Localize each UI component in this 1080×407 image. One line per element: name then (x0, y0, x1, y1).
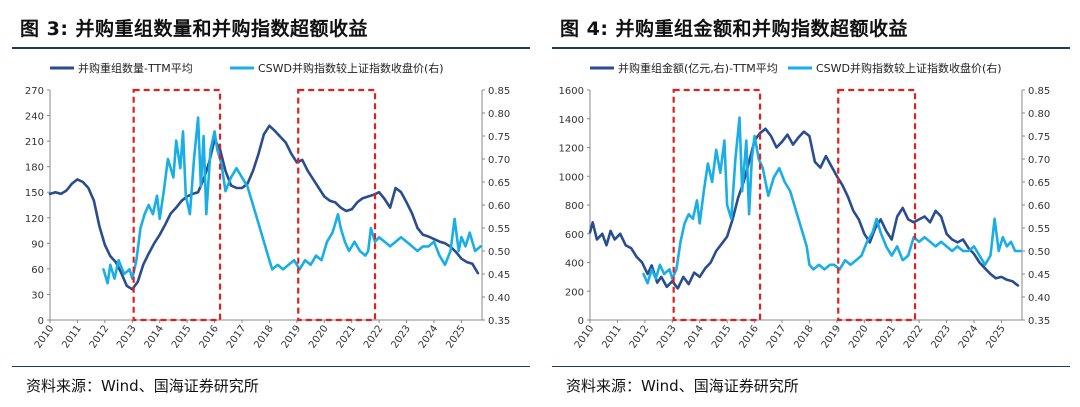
figure-4-x-tick-label: 2011 (600, 323, 624, 350)
figure-4-y-right-tick-label: 0.75 (1028, 132, 1050, 143)
figure-4-y-right-tick-label: 0.85 (1028, 86, 1050, 97)
figure-3-x-tick-label: 2023 (389, 323, 413, 350)
figure-3-x-tick-label: 2011 (60, 323, 84, 350)
figure-4-x-tick-label: 2018 (792, 323, 816, 350)
figure-3-y-right-tick-label: 0.45 (488, 270, 510, 281)
figure-4-y-right-tick-label: 0.60 (1028, 201, 1050, 212)
figure-4-highlight-box-0 (672, 88, 762, 322)
figure-3-x-tick-label: 2010 (33, 323, 57, 350)
figure-4-source: 资料来源：Wind、国海证券研究所 (566, 377, 799, 395)
figure-4-y-right-tick-label: 0.50 (1028, 247, 1050, 258)
figure-4-y-right-tick-label: 0.70 (1028, 155, 1050, 166)
figure-3-y-right-tick-label: 0.60 (488, 201, 510, 212)
figure-3-x-tick-label: 2024 (417, 323, 441, 350)
figure-3-legend: 并购重组数量-TTM平均 CSWD并购指数较上证指数收盘价(右) (50, 61, 444, 75)
figure-4-title: 图 4: 并购重组金额和并购指数超额收益 (560, 18, 909, 40)
figure-4-highlight-box-1 (837, 88, 917, 322)
figure-4-y-right-tick-label: 0.55 (1028, 224, 1050, 235)
figure-4-x-tick-label: 2013 (655, 323, 679, 350)
figure-4-x-tick-label: 2024 (957, 323, 981, 350)
figure-4-x-tick-label: 2023 (929, 323, 953, 350)
figure-3-y-right-tick-label: 0.55 (488, 224, 510, 235)
figure-3-y-left-tick-label: 210 (25, 137, 44, 148)
figure-3-source: 资料来源：Wind、国海证券研究所 (26, 377, 259, 395)
figure-4-y-left-tick-label: 0 (578, 316, 584, 327)
figure-3-x-tick-label: 2012 (88, 323, 112, 350)
figure-4-y-left-tick-label: 200 (565, 287, 584, 298)
figure-4-y-left-tick-label: 1000 (559, 172, 584, 183)
figure-4-x-tick-label: 2012 (628, 323, 652, 350)
figure-4-y-right-tick-label: 0.65 (1028, 178, 1050, 189)
figure-4-title-rule (552, 47, 1070, 49)
figure-3-chart: 并购重组数量-TTM平均 CSWD并购指数较上证指数收盘价(右) 0 30 60 90 12… (25, 61, 510, 351)
figure-4-legend-label-0: 并购重组金额(亿元,右)-TTM平均 (618, 61, 778, 75)
figure-3-y-right-tick-label: 0.80 (488, 109, 510, 120)
figure-4-x-tick-label: 2019 (820, 323, 844, 350)
figure-3-y-right-tick-label: 0.35 (488, 316, 510, 327)
figure-3-x-tick-label: 2020 (307, 323, 331, 350)
figure-3-y-left-tick-label: 150 (25, 188, 44, 199)
figure-4-x-tick-label: 2015 (710, 323, 734, 350)
figure-3-y-left-tick-label: 60 (31, 265, 44, 276)
figure-4-x-tick-label: 2025 (984, 323, 1008, 350)
figure-3-y-right-tick-label: 0.65 (488, 178, 510, 189)
figure-4-x-tick-label: 2017 (765, 323, 789, 350)
figure-3-y-left-tick-label: 90 (31, 239, 44, 250)
figure-4-legend: 并购重组金额(亿元,右)-TTM平均 CSWD并购指数较上证指数收盘价(右) (590, 61, 1002, 75)
figure-3-y-left-tick-label: 30 (31, 290, 44, 301)
figure-3-legend-label-0: 并购重组数量-TTM平均 (78, 61, 193, 75)
figure-3-y-right-tick-label: 0.75 (488, 132, 510, 143)
figure-3-x-tick-label: 2021 (335, 323, 359, 350)
figure-4-chart: 并购重组金额(亿元,右)-TTM平均 CSWD并购指数较上证指数收盘价(右)020… (559, 61, 1051, 351)
figure-3-y-left-tick-label: 120 (25, 214, 44, 225)
figure-4-y-left-tick-label: 800 (565, 201, 584, 212)
figure-3-title: 图 3: 并购重组数量和并购指数超额收益 (20, 18, 369, 40)
figure-4-x-tick-label: 2010 (573, 323, 597, 350)
figure-4-panel: 图 4: 并购重组金额和并购指数超额收益 并购重组金额(亿元,右)-TTM平均 C… (552, 0, 1072, 407)
figure-4-y-right-tick-label: 0.40 (1028, 293, 1050, 304)
figure-4-y-right-tick-label: 0.45 (1028, 270, 1050, 281)
figure-4-source-rule (552, 366, 1070, 367)
figure-3-x-tick-label: 2019 (280, 323, 304, 350)
figure-4-x-tick-label: 2022 (902, 323, 926, 350)
figure-3-y-right-tick-label: 0.85 (488, 86, 510, 97)
figure-3-x-tick-label: 2016 (197, 323, 221, 350)
figure-3-y-left-tick-label: 180 (25, 163, 44, 174)
figure-3-x-tick-label: 2017 (225, 323, 249, 350)
figure-3-y-right-tick-label: 0.40 (488, 293, 510, 304)
figure-3-highlight-box-1 (297, 88, 377, 322)
figure-3-x-tick-label: 2025 (444, 323, 468, 350)
figure-4-x-tick-label: 2021 (875, 323, 899, 350)
figure-3-title-rule (12, 47, 530, 49)
figure-3-x-tick-label: 2018 (252, 323, 276, 350)
figure-4-x-tick-label: 2020 (847, 323, 871, 350)
figure-3-legend-label-1: CSWD并购指数较上证指数收盘价(右) (258, 61, 444, 75)
figure-4-y-left-tick-label: 1600 (559, 86, 584, 97)
figure-3-y-left-tick-label: 270 (25, 86, 44, 97)
figure-3-y-right-tick-label: 0.70 (488, 155, 510, 166)
figure-4-x-tick-label: 2014 (683, 323, 707, 350)
figure-3-y-left-tick-label: 240 (25, 112, 44, 123)
figure-3-x-tick-label: 2014 (143, 323, 167, 350)
figure-4-y-right-tick-label: 0.35 (1028, 316, 1050, 327)
figure-4-series-line-0 (588, 127, 1020, 290)
figure-4-series-line-1 (642, 116, 1022, 285)
figure-4-y-left-tick-label: 1200 (559, 144, 584, 155)
figure-3-x-tick-label: 2015 (170, 323, 194, 350)
figure-3-source-rule (12, 366, 530, 367)
figure-3-x-tick-label: 2013 (115, 323, 139, 350)
figure-4-y-left-tick-label: 600 (565, 230, 584, 241)
figure-3-highlight-box-0 (132, 88, 222, 322)
figure-3-series-line-0 (48, 124, 480, 291)
figure-4-y-left-tick-label: 400 (565, 259, 584, 270)
figure-3-panel: 图 3: 并购重组数量和并购指数超额收益 并购重组数量-TTM平均 CSWD并购指… (12, 0, 532, 407)
figure-3-y-right-tick-label: 0.50 (488, 247, 510, 258)
figure-3-series-line-1 (102, 116, 482, 285)
figure-3-x-tick-label: 2022 (362, 323, 386, 350)
figure-4-y-right-tick-label: 0.80 (1028, 109, 1050, 120)
figure-4-y-left-tick-label: 1400 (559, 115, 584, 126)
figure-4-x-tick-label: 2016 (737, 323, 761, 350)
figure-4-legend-label-1: CSWD并购指数较上证指数收盘价(右) (816, 61, 1002, 75)
figure-3-y-left-tick-label: 0 (38, 316, 44, 327)
